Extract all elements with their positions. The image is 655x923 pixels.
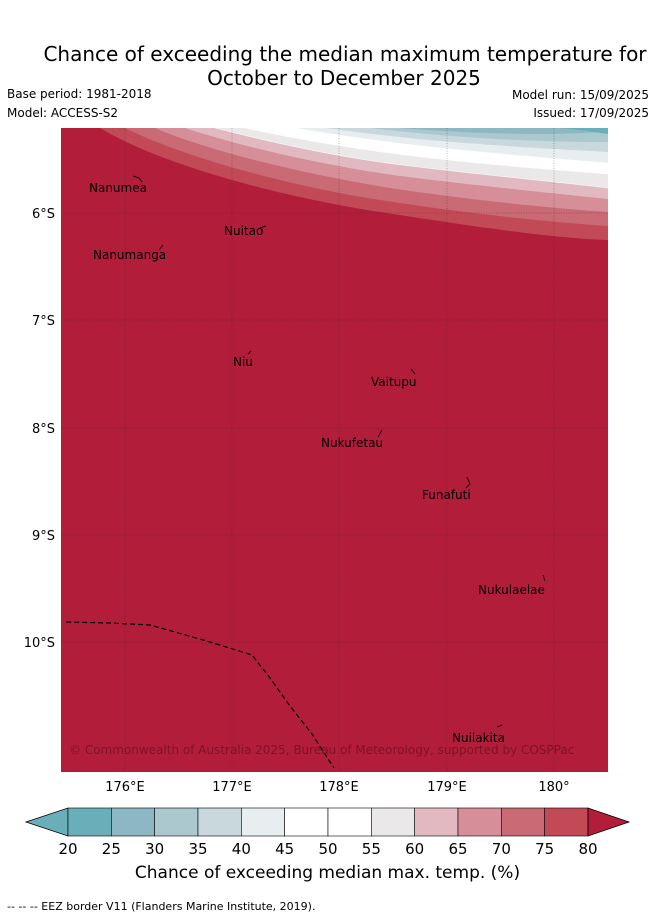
colorbar-extend-high [587,807,631,837]
colorbar-extend-low [24,807,69,837]
lat-label-10s: 10°S [24,636,55,651]
island-label-funafuti: Funafuti [422,488,471,502]
colorbar-tick-label: 65 [448,840,467,858]
colorbar-segment [501,807,545,837]
colorbar-tick-label: 20 [58,840,77,858]
probability-field: Nanumea Nuitao Nanumanga Niu Vaitupu Nuk… [61,128,608,772]
colorbar-segment [544,807,589,837]
island-label-nuilakita: Nuilakita [452,731,505,745]
colorbar-tick-label: 60 [405,840,424,858]
colorbar-tick-label: 50 [318,840,337,858]
colorbar-segment [154,807,199,837]
map-title-line2: October to December 2025 [207,66,481,90]
colorbar-tick-label: 35 [188,840,207,858]
colorbar-segment [414,807,459,837]
eez-border [65,621,335,769]
island-label-nanumanga: Nanumanga [93,248,166,262]
base-period: Base period: 1981-2018 [7,87,152,101]
map-title-line1: Chance of exceeding the median maximum t… [43,42,647,66]
colorbar-segment [241,807,285,837]
colorbar-tick-label: 80 [578,840,597,858]
colorbar-segment [67,807,112,837]
island-label-vaitupu: Vaitupu [371,375,417,389]
lon-label-180: 180° [538,780,569,795]
lat-label-6s: 6°S [32,207,55,222]
colorbar-tick-label: 30 [145,840,164,858]
colorbar-tick-label: 45 [275,840,294,858]
lat-label-9s: 9°S [32,529,55,544]
colorbar-segment [284,807,329,837]
colorbar-segment [197,807,242,837]
colorbar-tick-label: 40 [232,840,251,858]
lon-label-179e: 179°E [427,780,467,795]
lat-label-8s: 8°S [32,422,55,437]
island-label-nanumea: Nanumea [89,181,147,195]
lat-label-7s: 7°S [32,314,55,329]
colorbar-segment [457,807,502,837]
island-label-niu: Niu [233,355,253,369]
colorbar-segment [371,807,415,837]
colorbar-segment [111,807,155,837]
colorbar-tick-label: 25 [102,840,121,858]
colorbar-tick-label: 70 [492,840,511,858]
copyright-credit: © Commonwealth of Australia 2025, Bureau… [69,743,574,757]
island-label-nukulaelae: Nukulaelae [478,583,545,597]
colorbar-segment [327,807,372,837]
lon-label-176e: 176°E [105,780,145,795]
eez-legend-note: -- -- -- EEZ border V11 (Flanders Marine… [7,900,316,913]
colorbar-tick-label: 75 [535,840,554,858]
colorbar-tick-label: 55 [362,840,381,858]
island-label-nuitao: Nuitao [224,224,263,238]
colorbar: 20 25 30 35 40 45 50 55 60 65 70 75 80 [24,807,631,858]
colorbar-label: Chance of exceeding median max. temp. (%… [134,863,521,883]
model-run: Model run: 15/09/2025 [511,88,649,102]
island-label-nukufetau: Nukufetau [321,436,383,450]
model-name: Model: ACCESS-S2 [7,106,119,120]
issued-date: Issued: 17/09/2025 [533,106,649,120]
lon-label-177e: 177°E [212,780,252,795]
lon-label-178e: 178°E [319,780,359,795]
